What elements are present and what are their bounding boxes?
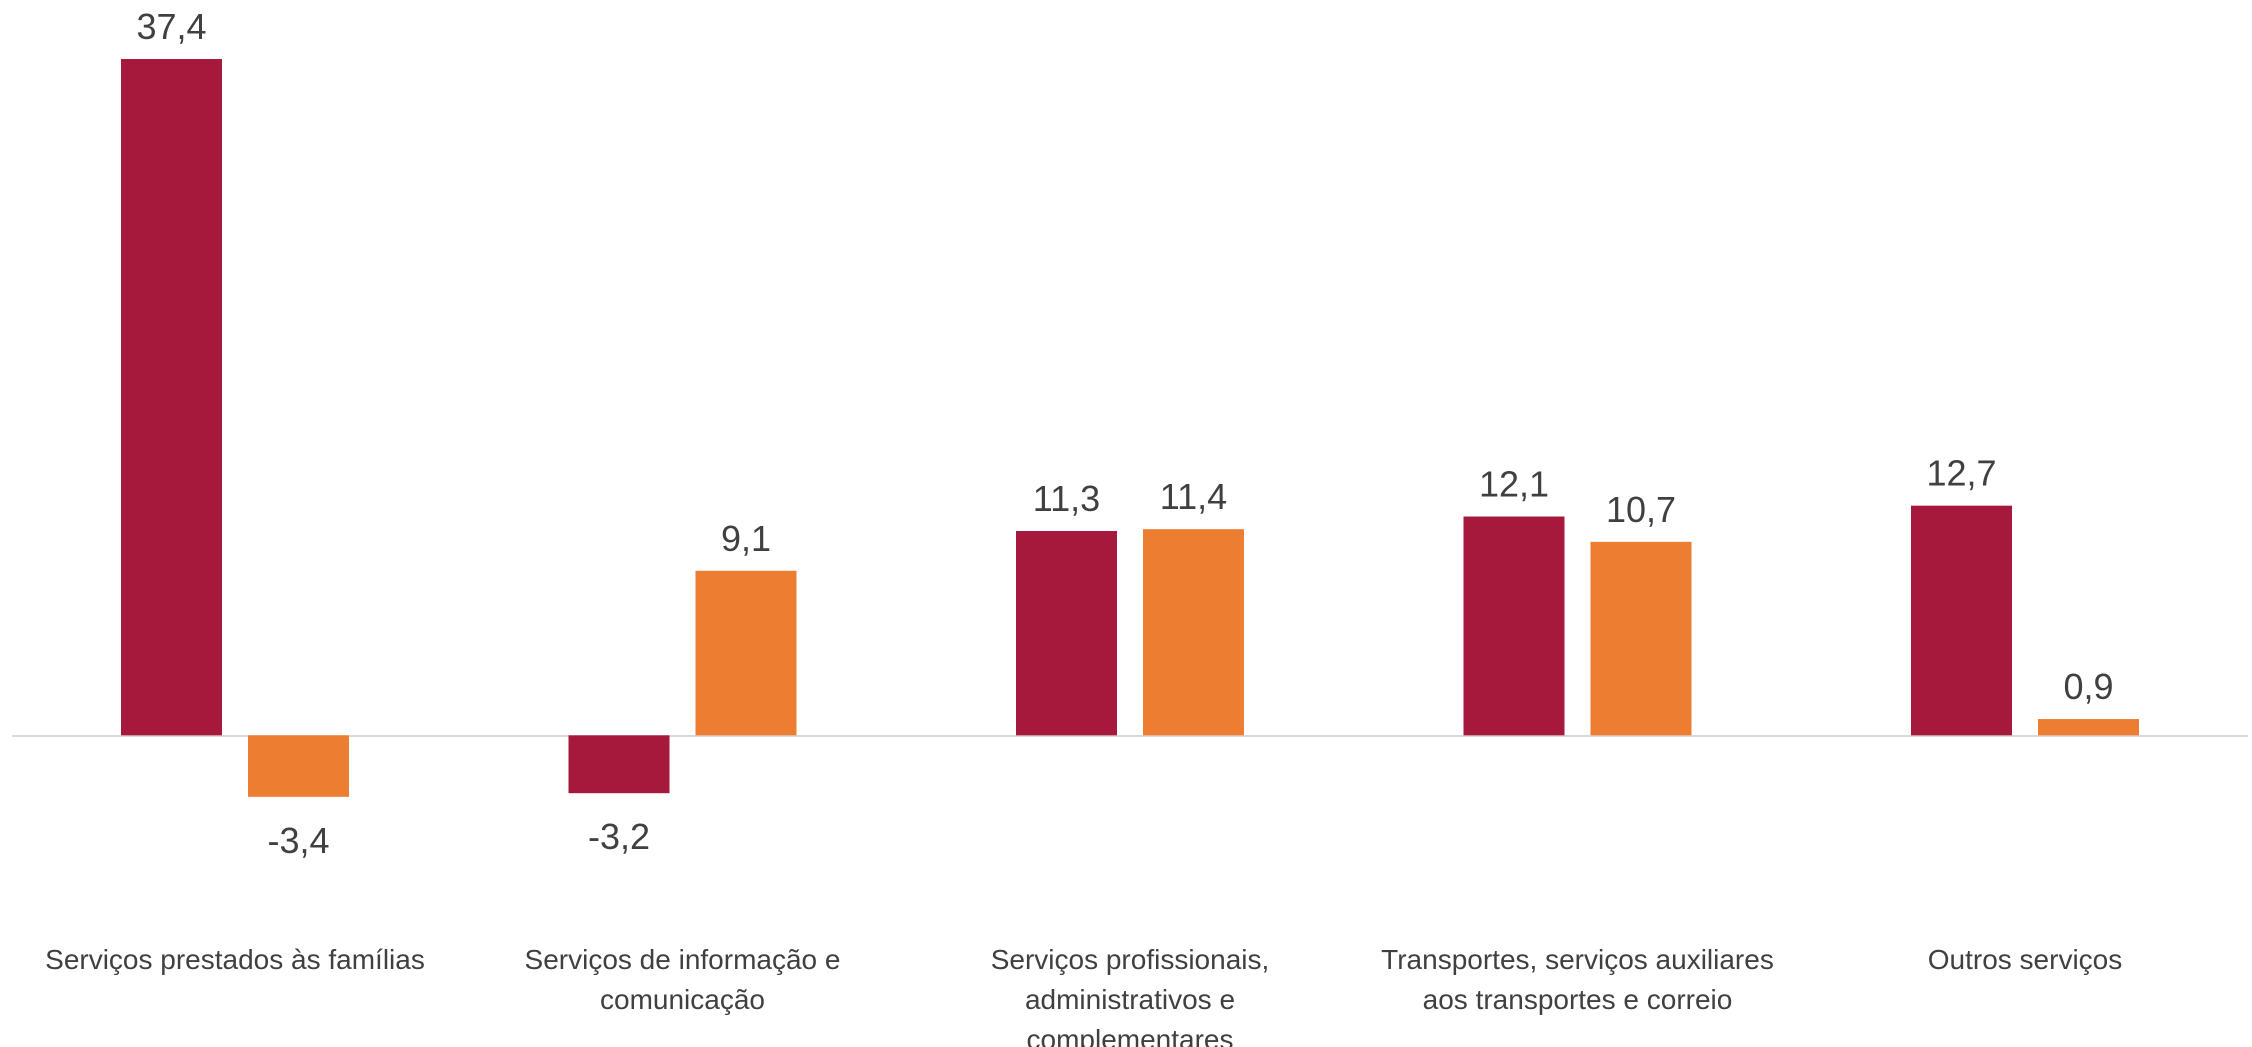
category-label: Serviços prestados às famílias xyxy=(45,944,425,975)
data-label: 11,4 xyxy=(1160,476,1227,517)
bar xyxy=(1590,541,1692,736)
bar xyxy=(568,735,670,794)
data-label: 9,1 xyxy=(721,518,771,559)
data-label: -3,2 xyxy=(588,816,650,857)
bar xyxy=(1016,530,1117,736)
data-label: 37,4 xyxy=(136,6,206,47)
bar xyxy=(695,570,797,736)
data-label: 12,1 xyxy=(1479,464,1549,505)
bar xyxy=(1463,516,1565,736)
data-label: 11,3 xyxy=(1033,478,1100,519)
bar xyxy=(1911,505,2012,736)
data-label: 12,7 xyxy=(1926,453,1996,494)
bar xyxy=(121,59,222,736)
data-label: 0,9 xyxy=(2063,666,2113,707)
category-label: Serviços profissionais, administrativos … xyxy=(990,944,1270,1047)
bar xyxy=(2038,719,2139,736)
bar xyxy=(248,735,349,797)
data-label: -3,4 xyxy=(267,820,329,861)
bar xyxy=(1143,529,1244,736)
category-label: Transportes, serviços auxiliares aos tra… xyxy=(1381,944,1774,1015)
category-label: Outros serviços xyxy=(1927,944,2123,975)
category-label: Serviços de informação e comunicação xyxy=(524,944,841,1015)
data-label: 10,7 xyxy=(1606,489,1676,530)
